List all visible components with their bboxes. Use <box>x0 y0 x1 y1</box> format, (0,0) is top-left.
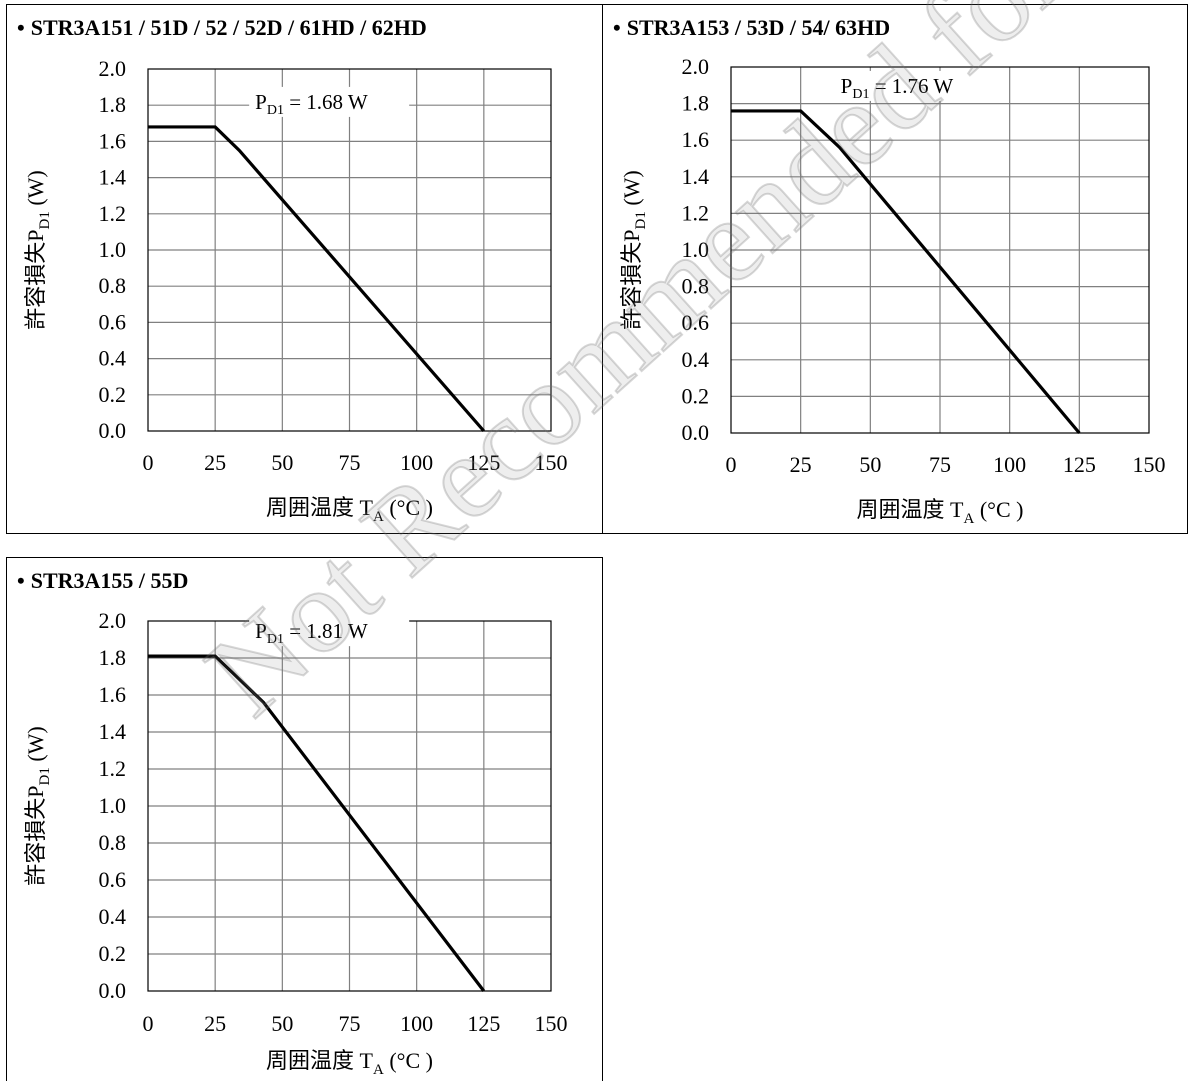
y-tick-label: 1.6 <box>99 128 127 153</box>
chart-panel-1: •STR3A151 / 51D / 52 / 52D / 61HD / 62HD… <box>6 4 603 534</box>
y-tick-label: 1.2 <box>99 201 127 226</box>
x-tick-label: 125 <box>467 1011 500 1036</box>
x-tick-label: 0 <box>726 452 737 477</box>
x-tick-label: 75 <box>339 450 361 475</box>
y-tick-label: 0.0 <box>99 418 127 443</box>
y-tick-label: 0.2 <box>682 383 710 408</box>
y-tick-label: 0.6 <box>682 310 710 335</box>
y-axis-label: 許容損失PD1 (W) <box>23 726 53 886</box>
y-tick-label: 0.8 <box>99 273 127 298</box>
y-tick-label: 1.2 <box>99 756 127 781</box>
y-tick-label: 1.6 <box>99 682 127 707</box>
x-tick-label: 75 <box>929 452 951 477</box>
chart-svg: 0.0 0.2 0.4 0.6 0.8 1.0 1.2 1.4 1.6 1.8 2.0 0 25 50 75… <box>7 558 604 1082</box>
x-tick-label: 0 <box>143 450 154 475</box>
y-tick-label: 0.0 <box>99 978 127 1003</box>
x-tick-label: 0 <box>143 1011 154 1036</box>
x-tick-label: 125 <box>1063 452 1096 477</box>
chart-svg: 0.0 0.2 0.4 0.6 0.8 1.0 1.2 1.4 1.6 1.8 2.0 0 25 50 75… <box>603 5 1189 535</box>
y-tick-label: 0.4 <box>682 347 710 372</box>
series-line <box>731 111 1079 433</box>
y-tick-label: 1.8 <box>99 645 127 670</box>
x-tick-label: 50 <box>271 1011 293 1036</box>
x-tick-label: 100 <box>400 1011 433 1036</box>
x-tick-label: 150 <box>535 450 568 475</box>
y-tick-label: 1.4 <box>99 165 127 190</box>
x-tick-label: 25 <box>790 452 812 477</box>
y-tick-label: 1.0 <box>99 793 127 818</box>
y-tick-label: 1.2 <box>682 200 710 225</box>
x-tick-label: 125 <box>467 450 500 475</box>
x-tick-label: 50 <box>859 452 881 477</box>
x-tick-label: 25 <box>204 450 226 475</box>
y-tick-label: 0.6 <box>99 867 127 892</box>
y-tick-label: 2.0 <box>682 54 710 79</box>
y-tick-label: 2.0 <box>99 608 127 633</box>
y-tick-label: 1.6 <box>682 127 710 152</box>
y-tick-label: 1.8 <box>99 92 127 117</box>
y-tick-label: 1.0 <box>99 237 127 262</box>
x-tick-label: 50 <box>271 450 293 475</box>
y-tick-label: 1.0 <box>682 237 710 262</box>
x-tick-label: 150 <box>535 1011 568 1036</box>
chart-svg: 0.0 0.2 0.4 0.6 0.8 1.0 1.2 1.4 1.6 1.8 2.0 0 25 50 75… <box>7 5 604 535</box>
y-tick-label: 0.2 <box>99 382 127 407</box>
y-tick-label: 0.2 <box>99 941 127 966</box>
x-axis-label: 周囲温度 TA (°C ) <box>857 497 1024 527</box>
x-tick-label: 100 <box>993 452 1026 477</box>
x-tick-label: 25 <box>204 1011 226 1036</box>
y-axis-label: 許容損失PD1 (W) <box>619 170 649 330</box>
series-line <box>148 656 484 991</box>
y-tick-label: 0.0 <box>682 420 710 445</box>
x-axis-label: 周囲温度 TA (°C ) <box>266 1048 433 1078</box>
y-tick-label: 1.4 <box>682 164 710 189</box>
y-tick-label: 0.8 <box>682 274 710 299</box>
series-line <box>148 127 484 431</box>
y-tick-label: 0.4 <box>99 904 127 929</box>
y-tick-label: 1.4 <box>99 719 127 744</box>
x-axis-label: 周囲温度 TA (°C ) <box>266 495 433 525</box>
x-tick-label: 150 <box>1133 452 1166 477</box>
x-tick-label: 100 <box>400 450 433 475</box>
y-tick-label: 1.8 <box>682 91 710 116</box>
x-tick-label: 75 <box>339 1011 361 1036</box>
y-axis-label: 許容損失PD1 (W) <box>23 170 53 330</box>
y-tick-label: 0.8 <box>99 830 127 855</box>
y-tick-label: 0.6 <box>99 309 127 334</box>
y-tick-label: 0.4 <box>99 346 127 371</box>
y-tick-label: 2.0 <box>99 56 127 81</box>
